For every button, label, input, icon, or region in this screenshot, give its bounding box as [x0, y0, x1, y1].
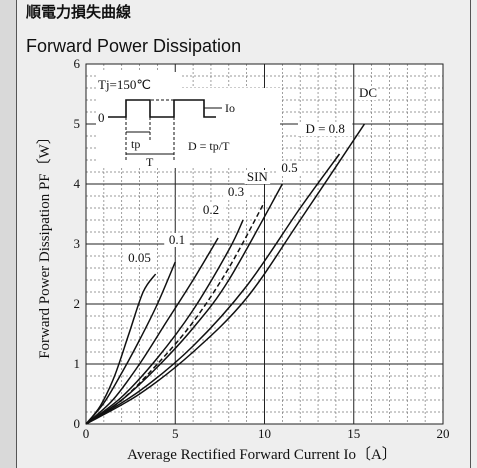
x-tick-label: 20 [437, 426, 450, 441]
curve-label-background [164, 233, 190, 247]
curve-0-5 [85, 183, 284, 425]
tj-label: Tj=150℃ [98, 77, 151, 92]
duty-formula: D = tp/T [188, 139, 230, 153]
curve-0-8 [85, 153, 341, 425]
y-tick-label: 0 [74, 416, 81, 431]
curve-label: 0.1 [169, 232, 185, 247]
x-tick-label: 0 [83, 426, 90, 441]
x-axis-label: Average Rectified Forward Current Io〔A〕 [127, 446, 397, 463]
left-margin-bar [0, 0, 16, 468]
x-tick-label: 15 [347, 426, 360, 441]
curve-label-background [223, 185, 249, 199]
inset-background-right [180, 88, 280, 168]
curve-label-background [123, 251, 156, 265]
curve-label: 0.2 [203, 202, 219, 217]
curve-label-background [297, 122, 353, 136]
x-tick-label: 5 [172, 426, 179, 441]
y-tick-label: 5 [74, 116, 81, 131]
chart-panel [16, 0, 471, 468]
curve-0-3 [85, 219, 244, 425]
curve-label-background [276, 161, 303, 175]
y-tick-label: 3 [74, 236, 81, 251]
curve-label: D = 0.8 [305, 121, 344, 136]
curve-label: SIN [247, 169, 269, 184]
axis-ticks: 0 5 10 15 20 0 1 2 3 4 5 6 [74, 56, 450, 441]
curve-0-1 [85, 261, 176, 425]
y-tick-label: 1 [74, 356, 81, 371]
curve-label-background [198, 203, 224, 217]
inset-background [96, 72, 180, 168]
y-tick-label: 4 [74, 176, 81, 191]
curve-label-background [358, 86, 378, 100]
chart-title: Forward Power Dissipation [26, 36, 242, 56]
curve-label-background [244, 170, 271, 184]
curves [85, 123, 366, 425]
chart-title-japanese: 順電力損失曲線 [26, 3, 132, 21]
y-tick-label: 2 [74, 296, 81, 311]
curve-dc [85, 123, 366, 425]
plot-area [85, 63, 444, 425]
curve-label: 0.3 [228, 184, 244, 199]
period-label: T [146, 155, 154, 169]
x-tick-label: 10 [258, 426, 271, 441]
curve-label: 0.5 [281, 160, 297, 175]
curve-0-05 [85, 273, 157, 425]
y-axis-label: Forward Power Dissipation PF〔W〕 [36, 129, 53, 359]
inset-zero-label: 0 [98, 110, 105, 125]
curve-label: DC [359, 85, 377, 100]
io-label: Io [225, 101, 235, 115]
curve-0-2 [85, 237, 219, 425]
y-tick-label: 6 [74, 56, 81, 71]
tp-label: tp [131, 137, 140, 151]
curve-label: 0.05 [128, 250, 151, 265]
waveform-inset: Tj=150℃ 0 Io tp T D = tp/T [96, 72, 280, 169]
